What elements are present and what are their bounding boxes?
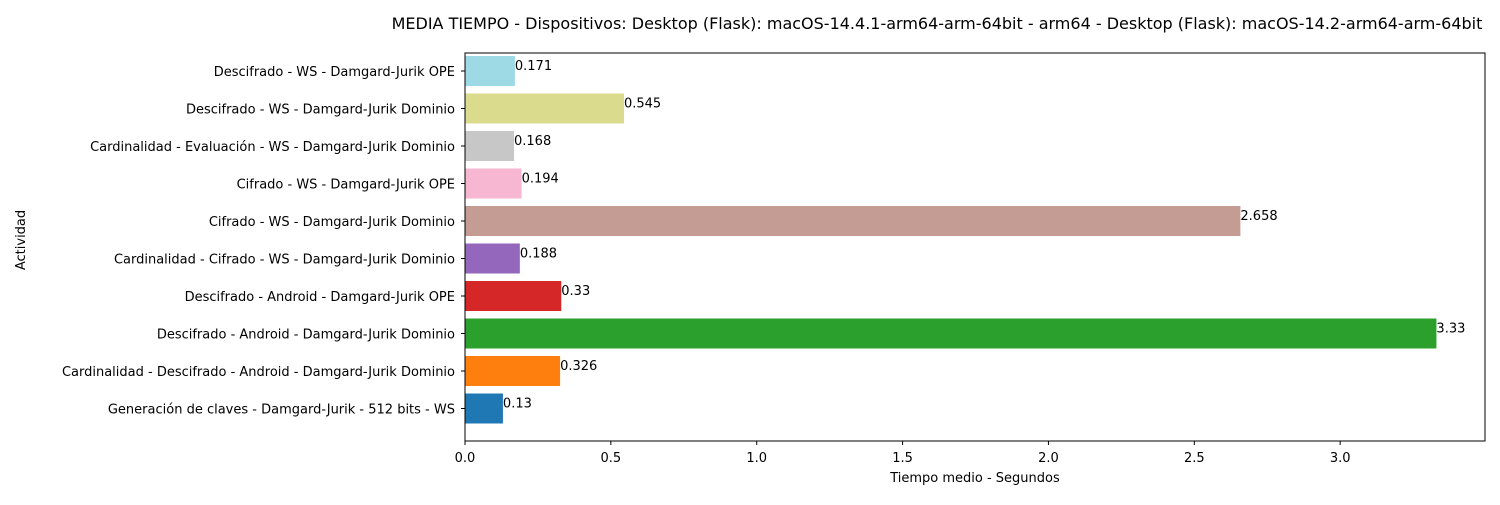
bar: [465, 318, 1437, 349]
x-axis-title: Tiempo medio - Segundos: [889, 471, 1060, 486]
y-tick-label: Descifrado - Android - Damgard-Jurik OPE: [185, 290, 455, 305]
y-tick-label: Cifrado - WS - Damgard-Jurik OPE: [237, 178, 455, 193]
x-tick-label: 0.0: [455, 451, 476, 466]
x-tick-label: 1.0: [746, 451, 767, 466]
bars-layer: [465, 56, 1437, 424]
data-label: 2.658: [1240, 209, 1277, 224]
y-tick-label: Cardinalidad - Cifrado - WS - Damgard-Ju…: [114, 253, 455, 268]
y-tick-label: Cifrado - WS - Damgard-Jurik Dominio: [209, 215, 455, 230]
bar: [465, 168, 522, 199]
data-label: 0.171: [515, 59, 552, 74]
x-tick-label: 2.5: [1184, 451, 1205, 466]
y-tick-label: Generación de claves - Damgard-Jurik - 5…: [108, 403, 455, 418]
data-label: 0.545: [624, 97, 661, 112]
bar: [465, 393, 503, 424]
bar: [465, 131, 515, 161]
data-label: 0.13: [503, 397, 532, 412]
y-axis-ticks: Generación de claves - Damgard-Jurik - 5…: [62, 65, 465, 418]
y-tick-label: Descifrado - Android - Damgard-Jurik Dom…: [157, 328, 455, 343]
x-tick-label: 0.5: [601, 451, 622, 466]
y-tick-label: Cardinalidad - Evaluación - WS - Damgard…: [90, 140, 455, 155]
y-tick-label: Descifrado - WS - Damgard-Jurik Dominio: [186, 103, 455, 118]
y-tick-label: Cardinalidad - Descifrado - Android - Da…: [62, 365, 455, 380]
data-labels-layer: 0.13 0.326 3.33 0.33 0.188 2.658 0.194 0.168 0.5…: [503, 59, 1465, 412]
data-label: 0.326: [560, 359, 597, 374]
bar: [465, 281, 562, 311]
bar: [465, 243, 520, 274]
y-axis-title: Actividad: [14, 210, 29, 270]
data-label: 0.188: [520, 247, 557, 262]
chart-title: MEDIA TIEMPO - Dispositivos: Desktop (Fl…: [392, 14, 1483, 33]
data-label: 3.33: [1436, 322, 1465, 337]
bar: [465, 93, 624, 124]
data-label: 0.33: [561, 284, 590, 299]
x-tick-label: 1.5: [892, 451, 913, 466]
data-label: 0.168: [514, 134, 551, 149]
plot-frame: [464, 52, 1486, 442]
x-axis-ticks: 0.0 0.5 1.0 1.5 2.0 2.5 3.0: [455, 441, 1351, 466]
bar: [465, 206, 1241, 236]
x-tick-label: 3.0: [1330, 451, 1351, 466]
bar: [465, 356, 561, 386]
bar: [465, 56, 515, 86]
x-tick-label: 2.0: [1038, 451, 1059, 466]
data-label: 0.194: [522, 172, 559, 187]
y-tick-label: Descifrado - WS - Damgard-Jurik OPE: [214, 65, 455, 80]
